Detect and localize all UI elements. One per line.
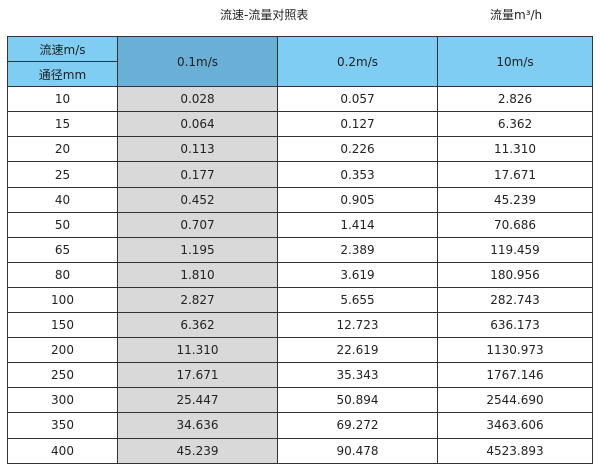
flow-cell: 69.272 bbox=[277, 412, 438, 439]
flow-cell: 45.239 bbox=[117, 437, 278, 464]
column-header: 0.1m/s bbox=[117, 35, 278, 88]
flow-cell: 1.414 bbox=[277, 211, 438, 238]
velocity-header: 流速m/s bbox=[7, 35, 118, 63]
flow-cell: 1767.146 bbox=[437, 362, 593, 389]
table-row: 50 0.707 1.414 70.686 bbox=[7, 211, 593, 238]
flow-cell: 34.636 bbox=[117, 412, 278, 439]
diameter-cell: 250 bbox=[7, 362, 118, 389]
diameter-header: 通径mm bbox=[7, 61, 118, 88]
flow-cell: 0.113 bbox=[117, 136, 278, 163]
flow-cell: 50.894 bbox=[277, 387, 438, 414]
flow-cell: 180.956 bbox=[437, 261, 593, 288]
flow-cell: 17.671 bbox=[437, 161, 593, 188]
flow-cell: 0.452 bbox=[117, 186, 278, 213]
table-row: 300 25.447 50.894 2544.690 bbox=[7, 387, 593, 414]
flow-cell: 0.905 bbox=[277, 186, 438, 213]
flow-cell: 2544.690 bbox=[437, 387, 593, 414]
flow-cell: 0.028 bbox=[117, 86, 278, 113]
flow-cell: 4523.893 bbox=[437, 437, 593, 464]
diameter-cell: 100 bbox=[7, 286, 118, 314]
table-row: 100 2.827 5.655 282.743 bbox=[7, 286, 593, 314]
flow-cell: 0.177 bbox=[117, 161, 278, 188]
flow-cell: 17.671 bbox=[117, 362, 278, 389]
flow-cell: 2.827 bbox=[117, 286, 278, 314]
flow-cell: 119.459 bbox=[437, 236, 593, 263]
diameter-cell: 400 bbox=[7, 437, 118, 464]
table-row: 80 1.810 3.619 180.956 bbox=[7, 261, 593, 288]
flow-cell: 2.389 bbox=[277, 236, 438, 263]
table-row: 20 0.113 0.226 11.310 bbox=[7, 136, 593, 163]
table-row: 150 6.362 12.723 636.173 bbox=[7, 312, 593, 339]
diameter-cell: 350 bbox=[7, 412, 118, 439]
table-row: 25 0.177 0.353 17.671 bbox=[7, 161, 593, 188]
table-row: 40 0.452 0.905 45.239 bbox=[7, 186, 593, 213]
diameter-cell: 40 bbox=[7, 186, 118, 213]
flow-cell: 11.310 bbox=[117, 337, 278, 364]
diameter-cell: 25 bbox=[7, 161, 118, 188]
table-row: 65 1.195 2.389 119.459 bbox=[7, 236, 593, 263]
flow-cell: 1130.973 bbox=[437, 337, 593, 364]
flow-cell: 636.173 bbox=[437, 312, 593, 339]
flow-cell: 45.239 bbox=[437, 186, 593, 213]
diameter-cell: 50 bbox=[7, 211, 118, 238]
flow-cell: 0.064 bbox=[117, 111, 278, 138]
flow-cell: 5.655 bbox=[277, 286, 438, 314]
flow-cell: 0.707 bbox=[117, 211, 278, 238]
table-row: 400 45.239 90.478 4523.893 bbox=[7, 437, 593, 464]
table-row: 250 17.671 35.343 1767.146 bbox=[7, 362, 593, 389]
table-row: 10 0.028 0.057 2.826 bbox=[7, 86, 593, 113]
flow-cell: 1.195 bbox=[117, 236, 278, 263]
flow-table: 流速m/s 0.1m/s 0.2m/s 10m/s 通径mm 10 0.028 0.… bbox=[7, 35, 593, 464]
flow-cell: 6.362 bbox=[117, 312, 278, 339]
flow-cell: 90.478 bbox=[277, 437, 438, 464]
diameter-cell: 200 bbox=[7, 337, 118, 364]
flow-cell: 1.810 bbox=[117, 261, 278, 288]
flow-cell: 70.686 bbox=[437, 211, 593, 238]
flow-cell: 6.362 bbox=[437, 111, 593, 138]
diameter-cell: 15 bbox=[7, 111, 118, 138]
diameter-cell: 65 bbox=[7, 236, 118, 263]
diameter-cell: 10 bbox=[7, 86, 118, 113]
flow-cell: 0.127 bbox=[277, 111, 438, 138]
table-row: 350 34.636 69.272 3463.606 bbox=[7, 412, 593, 439]
flow-cell: 12.723 bbox=[277, 312, 438, 339]
table-row: 15 0.064 0.127 6.362 bbox=[7, 111, 593, 138]
flow-cell: 35.343 bbox=[277, 362, 438, 389]
flow-cell: 11.310 bbox=[437, 136, 593, 163]
flow-cell: 2.826 bbox=[437, 86, 593, 113]
flow-cell: 282.743 bbox=[437, 286, 593, 314]
column-header: 10m/s bbox=[437, 35, 593, 88]
diameter-cell: 150 bbox=[7, 312, 118, 339]
flow-cell: 3.619 bbox=[277, 261, 438, 288]
table-row: 200 11.310 22.619 1130.973 bbox=[7, 337, 593, 364]
flow-cell: 0.353 bbox=[277, 161, 438, 188]
table-title: 流速-流量对照表 bbox=[220, 8, 309, 22]
unit-note: 流量m³/h bbox=[490, 8, 543, 22]
flow-cell: 0.057 bbox=[277, 86, 438, 113]
column-header: 0.2m/s bbox=[277, 35, 438, 88]
flow-cell: 25.447 bbox=[117, 387, 278, 414]
diameter-cell: 80 bbox=[7, 261, 118, 288]
diameter-cell: 20 bbox=[7, 136, 118, 163]
flow-cell: 0.226 bbox=[277, 136, 438, 163]
diameter-cell: 300 bbox=[7, 387, 118, 414]
flow-cell: 3463.606 bbox=[437, 412, 593, 439]
flow-cell: 22.619 bbox=[277, 337, 438, 364]
